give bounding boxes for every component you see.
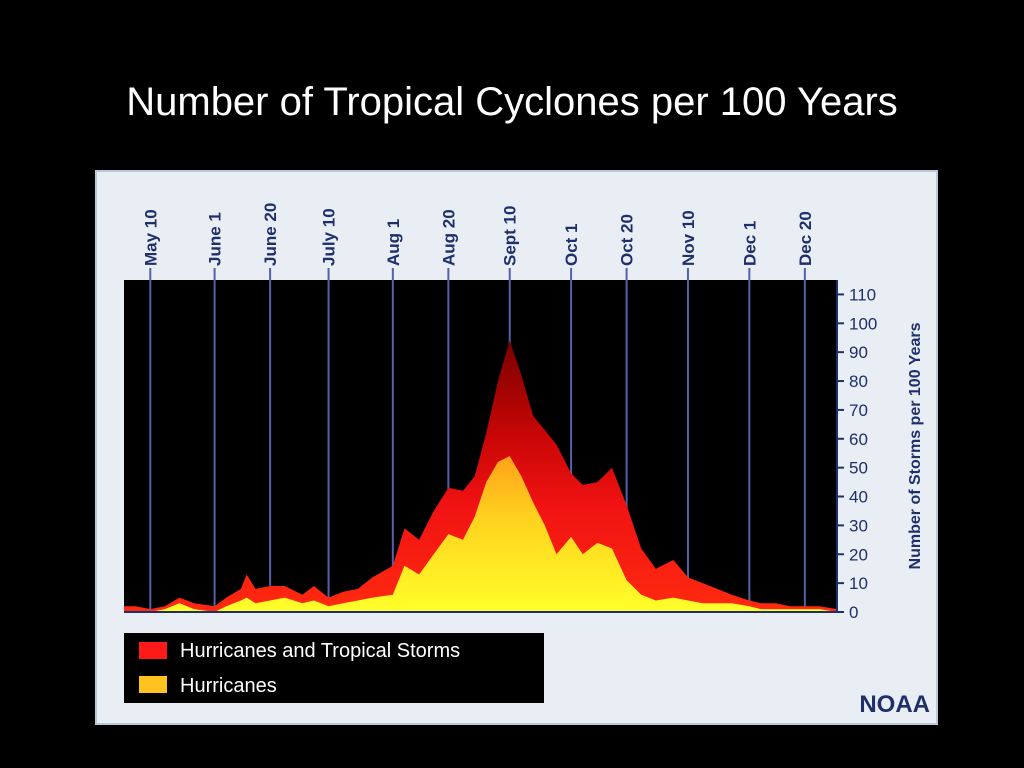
- legend-label-hurricanes: Hurricanes: [180, 675, 277, 697]
- y-tick-label: 100: [849, 314, 877, 333]
- x-tick-label: May 10: [141, 209, 160, 266]
- y-tick-label: 40: [849, 488, 868, 507]
- legend-box: [124, 633, 544, 703]
- legend-swatch-hurricanes: [139, 676, 167, 693]
- legend-swatch-total: [139, 642, 167, 659]
- y-tick-label: 10: [849, 574, 868, 593]
- y-axis-label: Number of Storms per 100 Years: [907, 322, 924, 569]
- x-tick-label: June 1: [206, 212, 225, 266]
- series-area-hurricanes: [124, 456, 837, 612]
- tropical-cyclone-chart: May 10 June 1 June 20 July 10 Aug 1 Aug 20 Sep…: [124, 203, 930, 718]
- source-credit: NOAA: [859, 691, 930, 718]
- y-tick-label: 0: [849, 603, 858, 622]
- y-tick-label: 90: [849, 343, 868, 362]
- y-tick-label: 80: [849, 372, 868, 391]
- legend-label-total: Hurricanes and Tropical Storms: [180, 640, 460, 662]
- x-tick-label: Oct 1: [562, 223, 581, 266]
- x-tick-label: Dec 20: [796, 211, 815, 266]
- y-tick-label: 70: [849, 401, 868, 420]
- x-tick-label: June 20: [261, 203, 280, 266]
- x-tick-label: July 10: [320, 208, 339, 266]
- x-tick-label: Nov 10: [679, 210, 698, 266]
- series-area-hurricanes-and-tropical-storms: [124, 340, 837, 612]
- y-tick-label: 60: [849, 430, 868, 449]
- x-tick-label: Dec 1: [740, 221, 759, 266]
- y-tick-label: 30: [849, 516, 868, 535]
- x-tick-label: Aug 1: [384, 219, 403, 266]
- y-tick-label: 110: [849, 285, 876, 304]
- slide-title: Number of Tropical Cyclones per 100 Year…: [126, 80, 898, 124]
- x-tick-label: Sept 10: [501, 206, 520, 266]
- x-tick-label: Aug 20: [439, 209, 458, 266]
- legend: Hurricanes and Tropical Storms Hurricane…: [124, 633, 544, 703]
- chart-figure: May 10 June 1 June 20 July 10 Aug 1 Aug 20 Sep…: [95, 170, 938, 725]
- y-tick-label: 50: [849, 459, 868, 478]
- x-tick-label: Oct 20: [618, 214, 637, 266]
- y-tick-label: 20: [849, 545, 868, 564]
